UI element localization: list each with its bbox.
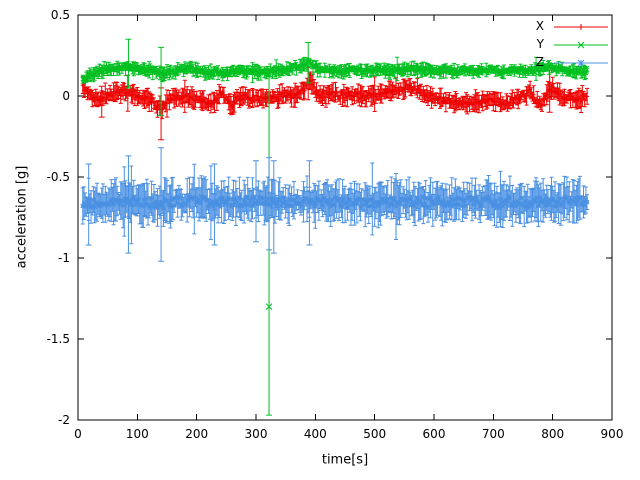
- svg-text:400: 400: [304, 427, 327, 441]
- svg-text:300: 300: [245, 427, 268, 441]
- legend-entry-z: Z: [536, 55, 610, 70]
- legend-entry-x: X: [536, 19, 610, 34]
- svg-text:-1: -1: [58, 251, 70, 265]
- svg-text:-1.5: -1.5: [47, 332, 70, 346]
- legend-sample-x-icon: [554, 23, 608, 30]
- svg-text:600: 600: [423, 427, 446, 441]
- svg-text:500: 500: [363, 427, 386, 441]
- svg-text:900: 900: [601, 427, 624, 441]
- svg-text:0.5: 0.5: [51, 8, 70, 22]
- legend: X Y Z: [536, 19, 610, 70]
- svg-text:100: 100: [126, 427, 149, 441]
- svg-text:0: 0: [62, 89, 70, 103]
- svg-text:-2: -2: [58, 413, 70, 427]
- svg-text:200: 200: [185, 427, 208, 441]
- svg-text:700: 700: [482, 427, 505, 441]
- x-axis-label: time[s]: [321, 452, 369, 468]
- legend-label-z: Z: [535, 55, 544, 69]
- svg-text:800: 800: [541, 427, 564, 441]
- legend-label-x: X: [535, 19, 544, 33]
- y-axis-label: acceleration [g]: [14, 165, 30, 269]
- legend-sample-y-icon: [554, 41, 608, 48]
- legend-entry-y: Y: [536, 37, 610, 52]
- legend-label-y: Y: [536, 37, 544, 51]
- svg-text:-0.5: -0.5: [47, 170, 70, 184]
- svg-text:0: 0: [74, 427, 82, 441]
- legend-sample-z-icon: [554, 59, 608, 66]
